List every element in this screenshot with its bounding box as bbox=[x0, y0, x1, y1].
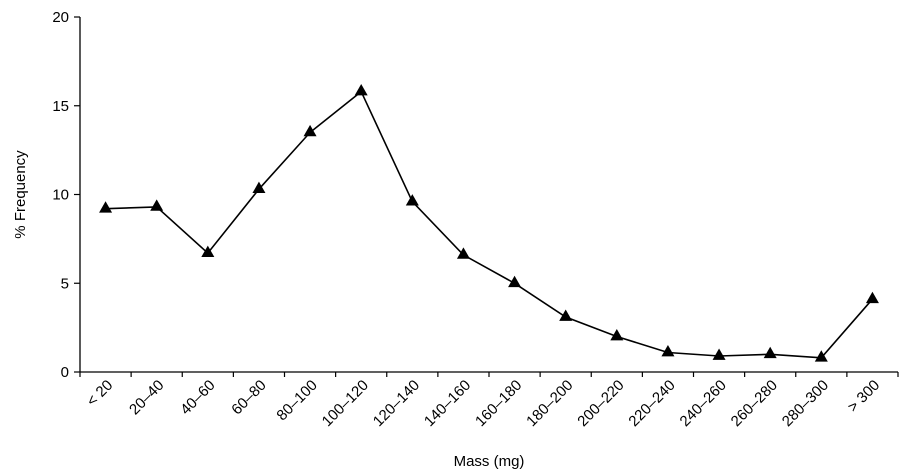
x-tick-label: 180–200 bbox=[523, 377, 576, 430]
x-tick-label: 260–280 bbox=[728, 377, 781, 430]
x-tick-label: < 20 bbox=[83, 377, 116, 410]
data-point bbox=[99, 201, 113, 213]
series-line bbox=[105, 90, 874, 359]
y-tick-label: 5 bbox=[61, 275, 69, 292]
data-point bbox=[865, 291, 879, 304]
x-tick-label: 80–100 bbox=[273, 377, 320, 424]
y-tick-label: 0 bbox=[61, 364, 69, 381]
x-tick-label: 120–140 bbox=[370, 377, 423, 430]
data-point bbox=[712, 348, 726, 360]
y-tick-label: 20 bbox=[52, 9, 69, 26]
y-tick-label: 10 bbox=[52, 187, 69, 204]
chart-axes bbox=[79, 17, 898, 373]
x-tick-label: 240–260 bbox=[677, 377, 730, 430]
x-tick-label: 40–60 bbox=[177, 377, 219, 419]
data-point bbox=[508, 275, 522, 288]
data-point bbox=[405, 194, 419, 206]
series-group bbox=[99, 84, 879, 362]
x-tick-label: 160–180 bbox=[472, 377, 525, 430]
x-axis-title: Mass (mg) bbox=[454, 453, 525, 470]
x-tick-label: 60–80 bbox=[228, 377, 270, 419]
data-point bbox=[150, 199, 164, 211]
x-tick-label: 20–40 bbox=[126, 377, 168, 419]
data-point bbox=[763, 346, 777, 359]
x-tick-label: 100–120 bbox=[319, 377, 372, 430]
y-tick-label: 15 bbox=[52, 98, 69, 115]
x-tick-label: 140–160 bbox=[421, 377, 474, 430]
data-point bbox=[252, 181, 266, 194]
data-point bbox=[456, 247, 470, 259]
data-point bbox=[610, 329, 624, 341]
y-axis-title: % Frequency bbox=[12, 150, 29, 239]
data-point bbox=[201, 245, 215, 257]
data-point bbox=[661, 344, 675, 357]
data-point bbox=[354, 84, 368, 96]
x-tick-label: 200–220 bbox=[574, 377, 627, 430]
y-axis-ticks: 0 5 10 15 20 bbox=[52, 9, 80, 381]
data-point bbox=[559, 309, 573, 321]
x-tick-label: 280–300 bbox=[779, 377, 832, 430]
data-point bbox=[303, 124, 317, 137]
data-point bbox=[814, 350, 828, 362]
x-axis-ticks: < 20 20–40 40–60 60–80 80–100100–120120–1401… bbox=[79, 372, 899, 430]
x-tick-label: 220–240 bbox=[625, 377, 678, 430]
x-tick-label: > 300 bbox=[844, 377, 883, 416]
